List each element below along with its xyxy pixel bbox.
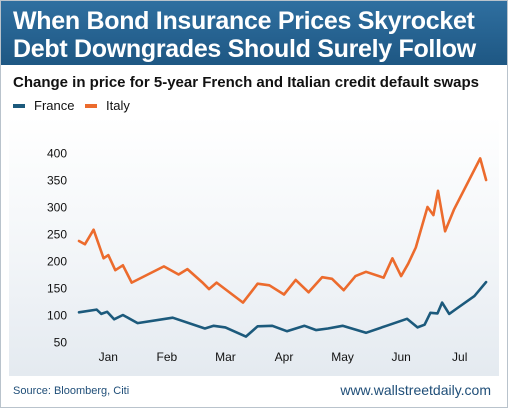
y-tick-label-300: 300 [47,201,67,215]
banner-title-line-2: Debt Downgrades Should Surely Follow [13,35,476,63]
title-banner: When Bond Insurance Prices Skyrocket Deb… [1,1,507,65]
y-tick-label-50: 50 [54,336,68,350]
x-tick-label-apr: Apr [275,350,294,364]
x-tick-label-feb: Feb [157,350,178,364]
legend-item-italy: Italy [85,98,130,113]
y-tick-label-100: 100 [47,309,67,323]
series-line-france [77,280,488,338]
legend-label-italy: Italy [106,98,130,113]
legend-item-france: France [13,98,74,113]
x-tick-label-jan: Jan [99,350,118,364]
y-tick-label-200: 200 [47,255,67,269]
y-tick-label-350: 350 [47,174,67,188]
website-link[interactable]: www.wallstreetdaily.com [340,382,491,398]
series-line-italy [77,157,488,304]
y-tick-label-150: 150 [47,282,67,296]
x-tick-label-mar: Mar [215,350,236,364]
legend-swatch-italy [85,103,97,108]
source-note: Source: Bloomberg, Citi [13,385,130,397]
x-tick-label-jul: Jul [452,350,467,364]
x-tick-label-jun: Jun [391,350,410,364]
y-tick-label-250: 250 [47,228,67,242]
y-tick-label-400: 400 [47,147,67,161]
legend-swatch-france [13,103,25,108]
banner-title-line-1: When Bond Insurance Prices Skyrocket [13,7,475,35]
chart-title: Change in price for 5-year French and It… [13,74,479,91]
legend-label-france: France [34,98,75,113]
x-tick-label-may: May [331,350,354,364]
